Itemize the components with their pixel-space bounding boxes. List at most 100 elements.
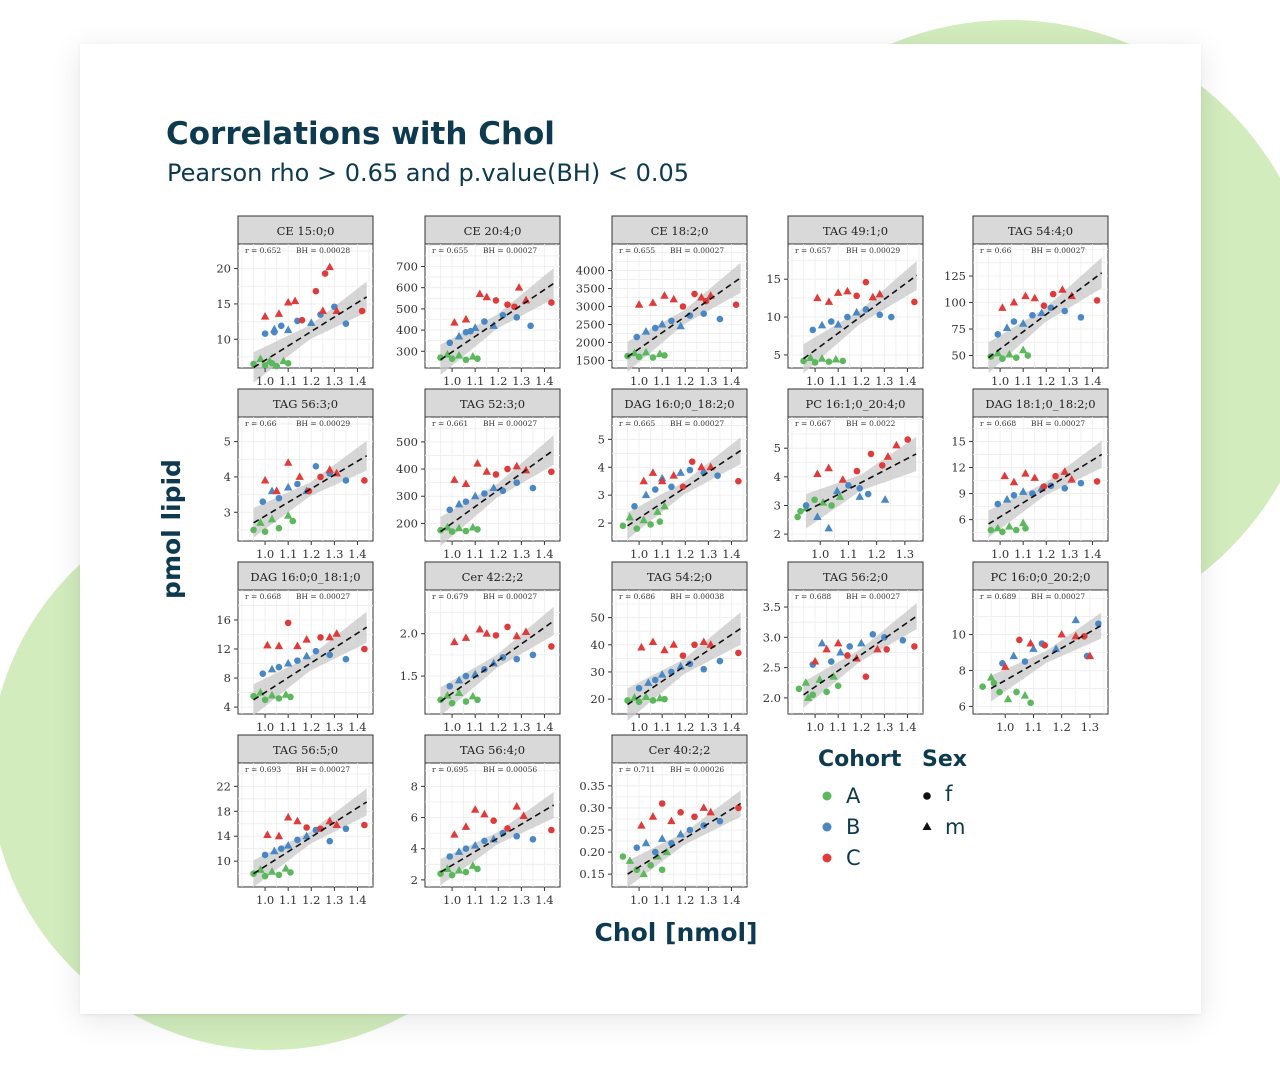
panel-correlation-bh: BH = 0.00027 — [483, 419, 537, 428]
y-tick-label: 12 — [216, 642, 231, 656]
data-point-female — [1049, 290, 1057, 298]
data-point-female — [294, 657, 301, 664]
x-tick-label: 1.1 — [279, 547, 297, 561]
data-point-male — [1009, 651, 1018, 660]
panel-correlation-r: r = 0.711 — [619, 765, 655, 774]
data-point-male — [801, 678, 811, 686]
panel-strip — [237, 388, 374, 418]
data-point-female — [326, 651, 334, 659]
data-point-female — [911, 298, 918, 306]
data-point-female — [462, 672, 470, 680]
data-point-male — [470, 840, 480, 849]
data-point-female — [312, 647, 320, 655]
data-point-female — [635, 698, 643, 706]
data-point-male — [450, 318, 459, 326]
data-point-female — [289, 517, 297, 525]
panel-strip-label: CE 18:2;0 — [651, 224, 709, 238]
data-point-male — [1018, 487, 1028, 495]
panel-strip — [972, 561, 1109, 591]
data-point-female — [795, 685, 803, 693]
data-point-female — [474, 355, 481, 363]
data-point-female — [287, 693, 294, 701]
data-point-male — [868, 292, 878, 301]
y-tick-label: 4000 — [576, 264, 605, 278]
panel-correlation-bh: BH = 0.00027 — [1031, 246, 1085, 255]
data-point-male — [332, 820, 341, 829]
x-tick-label: 1.1 — [1024, 720, 1042, 734]
data-point-male — [833, 320, 843, 328]
legend-cohort-c-marker — [822, 853, 832, 863]
data-point-female — [904, 436, 912, 443]
x-tick-label: 1.3 — [325, 547, 343, 561]
data-point-male — [281, 864, 291, 872]
data-point-male — [1009, 477, 1019, 486]
panel-strip-label: TAG 56:4;0 — [460, 743, 525, 757]
data-point-female — [825, 358, 833, 366]
data-point-male — [283, 511, 293, 519]
panel-correlation-bh: BH = 0.00028 — [296, 246, 350, 255]
confidence-ribbon — [253, 611, 367, 716]
x-tick-label: 1.0 — [443, 720, 461, 734]
x-tick-label: 1.0 — [443, 547, 461, 561]
y-tick-label: 12 — [951, 460, 966, 474]
x-tick-label: 1.0 — [996, 720, 1014, 734]
data-point-female — [899, 637, 907, 644]
data-point-male — [318, 306, 328, 314]
data-point-female — [529, 651, 537, 659]
data-point-female — [1041, 642, 1049, 649]
data-point-male — [657, 476, 667, 485]
data-point-female — [735, 804, 742, 812]
legend-cohort-a-label: A — [846, 784, 861, 808]
data-point-male — [1018, 319, 1028, 327]
regression-line — [988, 272, 1103, 359]
data-point-female — [261, 528, 269, 535]
legend-cohort-c-label: C — [846, 846, 861, 870]
data-point-male — [653, 507, 662, 515]
data-point-male — [283, 325, 293, 334]
data-point-female — [732, 301, 740, 309]
data-point-female — [342, 655, 350, 663]
data-point-female — [284, 619, 292, 627]
x-tick-label: 1.3 — [325, 374, 343, 388]
data-point-male — [637, 642, 646, 651]
data-point-female — [294, 480, 301, 488]
data-point-female — [1027, 699, 1034, 707]
data-point-male — [461, 633, 471, 641]
legend-cohort-a-marker — [822, 791, 832, 801]
data-point-female — [823, 688, 830, 696]
y-tick-label: 5 — [224, 435, 231, 449]
data-point-female — [881, 634, 888, 641]
figure-subtitle: Pearson rho > 0.65 and p.value(BH) < 0.0… — [167, 159, 689, 187]
panel-correlation-bh: BH = 0.00027 — [670, 419, 724, 428]
y-tick-label: 10 — [216, 332, 231, 346]
data-point-female — [317, 825, 324, 833]
regression-line — [988, 453, 1103, 525]
x-tick-label: 1.4 — [898, 720, 916, 734]
data-point-male — [641, 347, 651, 356]
panel-correlation-bh: BH = 0.00027 — [483, 592, 537, 601]
regression-line — [627, 802, 742, 875]
data-point-female — [679, 303, 687, 310]
data-point-male — [817, 320, 827, 329]
data-point-female — [481, 837, 488, 845]
x-tick-label: 1.0 — [443, 893, 461, 907]
data-point-female — [446, 339, 454, 347]
x-tick-label: 1.3 — [875, 374, 893, 388]
y-tick-label: 10 — [216, 854, 231, 868]
data-point-male — [836, 647, 845, 656]
y-tick-label: 14 — [216, 829, 231, 843]
y-tick-label: 400 — [396, 323, 418, 337]
data-point-female — [467, 327, 474, 335]
regression-line — [803, 274, 918, 360]
data-point-male — [637, 820, 646, 829]
data-point-female — [1061, 485, 1069, 492]
data-point-female — [513, 655, 521, 663]
data-point-female — [688, 458, 696, 465]
data-point-female — [437, 696, 444, 704]
data-point-female — [862, 673, 870, 680]
y-tick-label: 8 — [959, 663, 966, 677]
panel-strip — [611, 388, 748, 418]
data-point-male — [256, 354, 265, 363]
data-point-male — [1018, 518, 1028, 527]
data-point-female — [358, 307, 366, 315]
